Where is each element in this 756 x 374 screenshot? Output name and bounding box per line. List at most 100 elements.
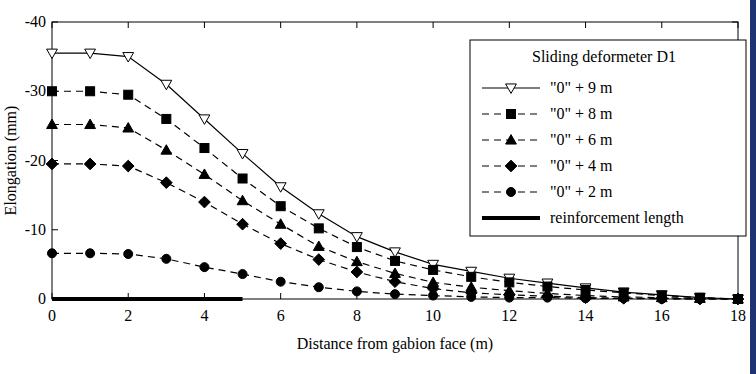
legend-marker xyxy=(506,84,517,93)
legend-marker xyxy=(507,110,516,119)
series-marker xyxy=(48,249,57,258)
series-marker xyxy=(160,177,172,189)
series-marker xyxy=(199,115,210,124)
x-tick-top xyxy=(661,22,662,28)
legend-label: "0" + 2 m xyxy=(550,183,613,200)
series-marker xyxy=(314,283,323,292)
x-tick-top xyxy=(52,22,53,28)
series-marker xyxy=(237,150,248,159)
y-tick-label: 0 xyxy=(38,290,46,307)
series-line xyxy=(52,297,243,301)
series-marker xyxy=(391,256,400,265)
series-marker xyxy=(389,276,401,288)
x-tick-top xyxy=(433,22,434,28)
series-marker xyxy=(199,169,210,178)
series-marker xyxy=(276,202,285,211)
series-marker xyxy=(123,53,134,62)
x-axis-title: Distance from gabion face (m) xyxy=(297,335,493,353)
series-marker xyxy=(429,291,438,300)
series-marker xyxy=(618,292,630,304)
x-tick-label: 12 xyxy=(501,307,517,324)
series-marker xyxy=(200,144,209,153)
series-marker xyxy=(275,219,286,228)
x-tick-top xyxy=(738,22,739,28)
series-marker xyxy=(162,114,171,123)
y-tick-label: -20 xyxy=(25,152,46,169)
series-marker xyxy=(351,266,363,278)
series-marker xyxy=(542,290,554,302)
series-marker xyxy=(313,241,324,250)
series-marker xyxy=(161,80,172,89)
series-marker xyxy=(695,295,704,304)
x-tick-label: 10 xyxy=(425,307,441,324)
x-tick-top xyxy=(204,22,205,28)
x-tick-label: 14 xyxy=(578,307,594,324)
x-tick-label: 18 xyxy=(730,307,746,324)
series-marker xyxy=(200,263,209,272)
series-marker xyxy=(505,293,514,302)
series-marker xyxy=(162,254,171,263)
series-marker xyxy=(694,294,705,303)
x-tick-label: 0 xyxy=(48,307,56,324)
series-marker xyxy=(391,290,400,299)
series-marker xyxy=(467,272,476,281)
legend-marker xyxy=(505,160,517,172)
series-line xyxy=(52,253,738,299)
series-marker xyxy=(734,295,743,304)
series-marker xyxy=(313,210,324,219)
series-marker xyxy=(733,294,744,303)
series-marker xyxy=(199,196,211,208)
edge-band xyxy=(750,0,756,374)
series-marker xyxy=(352,243,361,252)
series-marker xyxy=(313,254,325,266)
series-marker xyxy=(467,292,476,301)
series-marker xyxy=(657,295,666,304)
chart: -40-30-20-100024681012141618Distance fro… xyxy=(0,0,756,374)
background xyxy=(0,0,756,374)
series-marker xyxy=(47,119,58,128)
series-marker xyxy=(123,123,134,132)
series-marker xyxy=(85,49,96,58)
series-marker xyxy=(581,294,590,303)
series-marker xyxy=(275,238,287,250)
legend-marker xyxy=(506,135,517,144)
x-tick-label: 8 xyxy=(353,307,361,324)
legend-label: reinforcement length xyxy=(550,209,684,227)
x-tick-top xyxy=(509,22,510,28)
legend-marker xyxy=(507,188,516,197)
x-tick-label: 2 xyxy=(124,307,132,324)
y-tick-right xyxy=(732,22,738,23)
series-marker xyxy=(122,160,134,172)
series-marker xyxy=(429,265,438,274)
x-tick-label: 4 xyxy=(200,307,208,324)
x-tick-top xyxy=(128,22,129,28)
series-marker xyxy=(84,158,96,170)
x-tick xyxy=(280,293,281,299)
series-marker xyxy=(276,277,285,286)
series-marker xyxy=(238,174,247,183)
x-tick-label: 6 xyxy=(277,307,285,324)
y-tick-label: -30 xyxy=(25,82,46,99)
series-marker xyxy=(580,292,592,304)
y-tick xyxy=(52,229,58,230)
series-marker xyxy=(619,294,628,303)
series-marker xyxy=(732,293,744,305)
x-tick-label: 16 xyxy=(654,307,670,324)
legend-label: "0" + 4 m xyxy=(550,157,613,174)
series-marker xyxy=(237,218,249,230)
series-marker xyxy=(314,224,323,233)
y-tick xyxy=(52,22,58,23)
series-marker xyxy=(351,233,362,242)
legend-box xyxy=(470,40,746,236)
legend-title: Sliding deformeter D1 xyxy=(532,48,676,66)
series-marker xyxy=(351,256,362,265)
x-tick-top xyxy=(356,22,357,28)
series-marker xyxy=(656,292,668,304)
legend-swatch xyxy=(482,216,540,220)
series-marker xyxy=(275,183,286,192)
y-axis-title: Elongation (mm) xyxy=(2,106,20,216)
legend-label: "0" + 6 m xyxy=(550,131,613,148)
x-tick-top xyxy=(585,22,586,28)
y-tick-label: -40 xyxy=(25,13,46,30)
legend-label: "0" + 9 m xyxy=(550,79,613,96)
